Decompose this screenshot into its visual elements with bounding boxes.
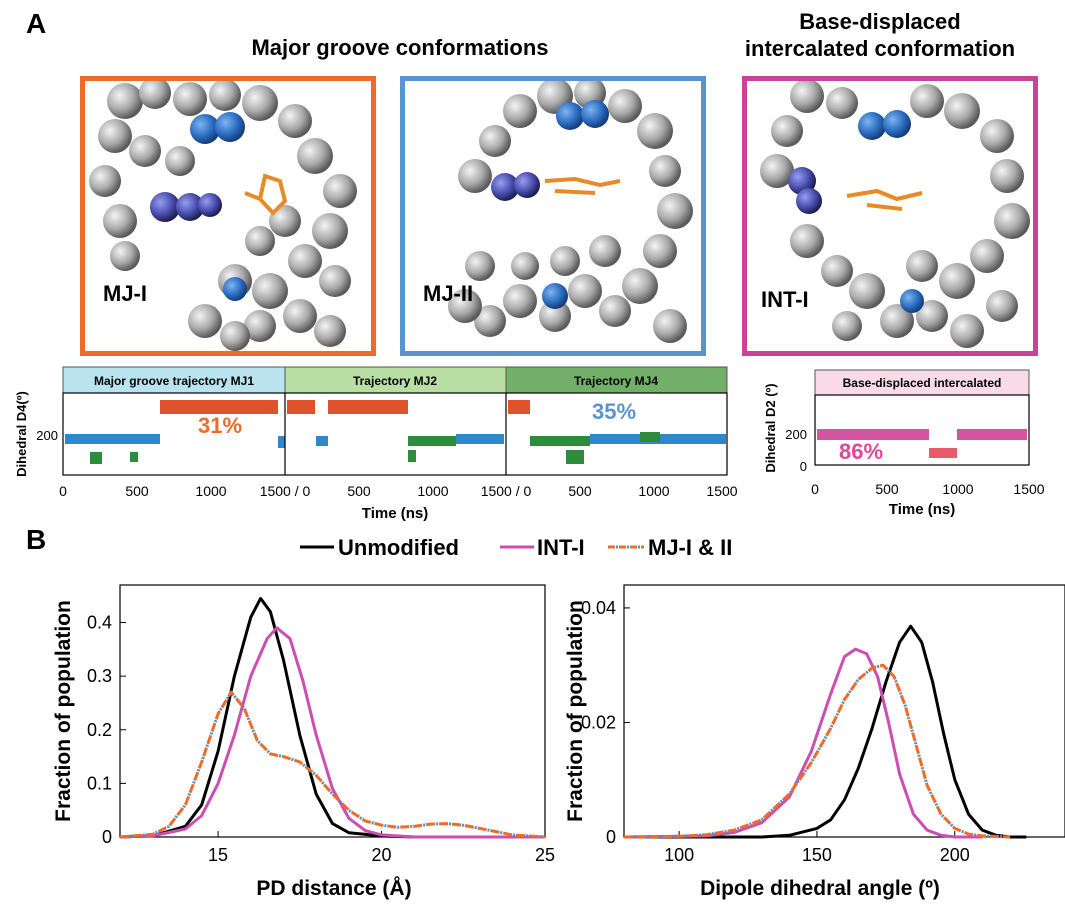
dipole-angle-series-int-i (623, 647, 983, 839)
percent-35-label: 35% (592, 399, 636, 424)
intercalated-heading-line2: intercalated conformation (744, 36, 1016, 61)
legend: Unmodified INT-I MJ-I & II (300, 535, 732, 560)
segment-header-mj1 (62, 366, 286, 394)
intercalated-heading: Base-displaced intercalated conformation (700, 8, 1060, 62)
legend-label-unmodified: Unmodified (338, 535, 459, 560)
trajectory-xtick: 500 (347, 483, 371, 499)
dipole-angle-axes-frame (623, 584, 1065, 838)
dipole-angle-chart: Dipole dihedral angle (º) Fraction of po… (564, 584, 1065, 900)
pd-distance-ytick: 0.4 (87, 613, 112, 633)
trajectory-xtick: 0 (59, 483, 67, 499)
intercalated-plot: Base-displaced intercalated 86% 0 200 Di… (763, 369, 1045, 518)
dipole-angle-xtick: 150 (802, 845, 832, 865)
dipole-angle-xtick: 100 (664, 845, 694, 865)
trajectory-ylabel: Dihedral D4(º) (14, 391, 29, 477)
pd-distance-plot (119, 584, 546, 839)
dipole-angle-ytick: 0.04 (581, 598, 616, 618)
pd-distance-chart: PD distance (Å) Fraction of population 1… (52, 584, 555, 900)
structure-box-mj-ii: MJ-II (400, 76, 706, 356)
structure-image-mj-ii (448, 81, 693, 343)
panel-letter-a: A (26, 8, 47, 39)
structure-label-mj-ii: MJ-II (423, 281, 474, 306)
segment-title-mj4: Trajectory MJ4 (574, 374, 658, 388)
legend-label-int-i: INT-I (537, 535, 585, 560)
dipole-angle-series-unmodified (624, 624, 1027, 839)
major-groove-heading: Major groove conformations (251, 35, 549, 60)
dipole-angle-ytick: 0.02 (581, 712, 616, 732)
pd-distance-ytick: 0.3 (87, 666, 112, 686)
intercalated-xtick: 1500 (1013, 481, 1044, 497)
trajectory-xtick: 1500 (706, 483, 737, 499)
dipole-angle-xlabel: Dipole dihedral angle (º) (700, 877, 940, 900)
pd-distance-series-int-i (119, 626, 545, 839)
pd-distance-series-unmodified (119, 596, 545, 839)
structure-image-mj-i (89, 81, 357, 351)
panel-letter-b: B (26, 524, 47, 555)
intercalated-ytick-0: 0 (800, 459, 807, 474)
pd-distance-xlabel: PD distance (Å) (256, 876, 411, 900)
intercalated-traces (817, 429, 1027, 458)
pd-distance-axes-frame (119, 584, 546, 838)
intercalated-xtick: 1000 (942, 481, 973, 497)
trajectory-xtick: 500 (568, 483, 592, 499)
pd-distance-xtick: 20 (372, 845, 392, 865)
pd-distance-ytick: 0 (102, 827, 112, 847)
percent-31-label: 31% (198, 413, 242, 438)
dipole-angle-ytick: 0 (606, 827, 616, 847)
trajectory-traces (65, 400, 726, 464)
trajectory-xtick: 1000 (638, 483, 669, 499)
structure-box-int-i: INT-I (742, 76, 1038, 356)
structure-image-int-i (760, 81, 1030, 348)
segment-header-mj4 (505, 366, 728, 394)
dipole-angle-series-mj-i-ii (623, 663, 1010, 839)
trajectory-xtick: 1500 / 0 (260, 483, 311, 499)
trajectory-xlabel: Time (ns) (362, 505, 428, 522)
segment-title-mj2: Trajectory MJ2 (353, 374, 437, 388)
trajectory-ytick-200: 200 (36, 428, 58, 443)
structure-box-mj-i: MJ-I (80, 76, 376, 356)
dipole-angle-plot (623, 584, 1065, 839)
pd-distance-ylabel: Fraction of population (52, 600, 75, 822)
intercalated-xlabel: Time (ns) (889, 501, 955, 518)
intercalated-ylabel: Dihedral D2 (º) (763, 383, 778, 472)
intercalated-xtick: 0 (811, 481, 819, 497)
trajectory-xticks: 0 500 1000 1500 / 0 500 1000 1500 / 0 50… (59, 483, 738, 499)
structure-label-mj-i: MJ-I (103, 281, 147, 306)
intercalated-heading-line1: Base-displaced (799, 9, 961, 34)
intercalated-xticks: 0 500 1000 1500 (811, 481, 1045, 497)
pd-distance-xtick: 15 (208, 845, 228, 865)
intercalated-plot-title: Base-displaced intercalated (843, 376, 1002, 390)
pd-distance-ytick: 0.2 (87, 720, 112, 740)
trajectory-xtick: 1000 (417, 483, 448, 499)
dipole-angle-series-mj-i-ii-dots (623, 663, 1010, 839)
trajectory-xtick: 1000 (195, 483, 226, 499)
legend-label-mj: MJ-I & II (648, 535, 732, 560)
intercalated-ytick-200: 200 (785, 427, 807, 442)
percent-86-label: 86% (839, 439, 883, 464)
pd-distance-series-mj-i-ii-dots (119, 689, 546, 839)
pd-distance-ytick: 0.1 (87, 773, 112, 793)
pd-distance-series-mj-i-ii (119, 690, 546, 839)
segment-title-mj1: Major groove trajectory MJ1 (94, 374, 254, 388)
trajectory-plot: Major groove trajectory MJ1 Trajectory M… (14, 366, 738, 522)
trajectory-xtick: 1500 / 0 (481, 483, 532, 499)
trajectory-xtick: 500 (125, 483, 149, 499)
dipole-angle-ylabel: Fraction of population (564, 600, 587, 822)
intercalated-xtick: 500 (875, 481, 899, 497)
intercalated-plot-header (814, 369, 1030, 396)
pd-distance-xtick: 25 (535, 845, 555, 865)
dipole-angle-xtick: 200 (940, 845, 970, 865)
structure-label-int-i: INT-I (761, 287, 809, 312)
segment-header-mj2 (284, 366, 507, 394)
